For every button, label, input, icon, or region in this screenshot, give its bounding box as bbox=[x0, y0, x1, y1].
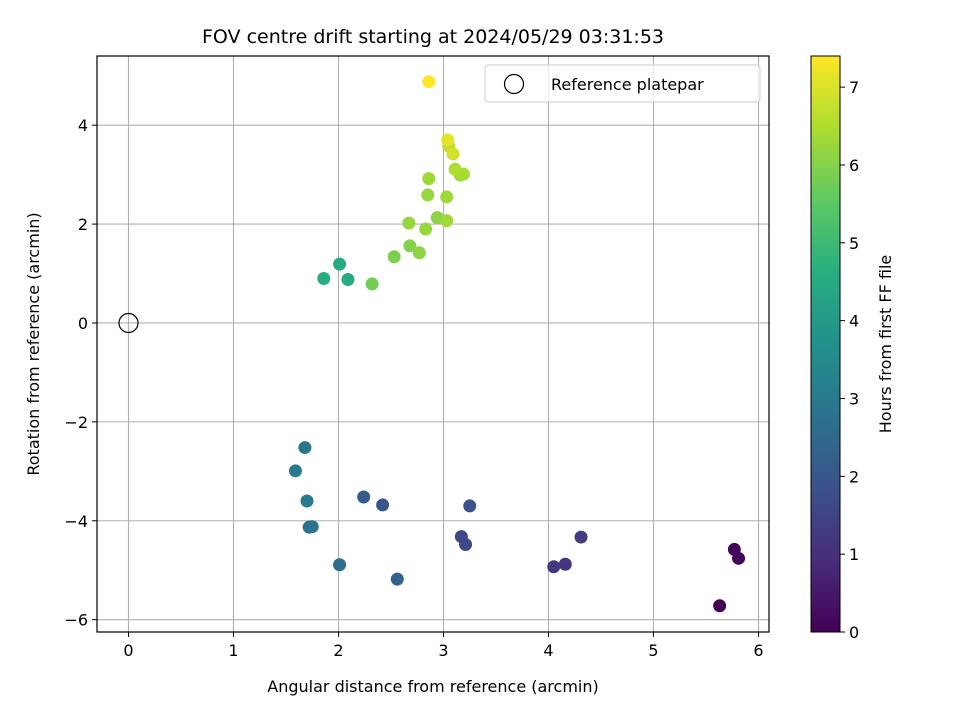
colorbar-tick-label: 5 bbox=[849, 234, 859, 253]
x-tick-label: 5 bbox=[648, 641, 658, 660]
x-axis-label: Angular distance from reference (arcmin) bbox=[267, 677, 598, 696]
data-point bbox=[365, 277, 379, 291]
data-point bbox=[448, 162, 462, 176]
colorbar-gradient bbox=[810, 55, 841, 633]
data-point bbox=[713, 599, 727, 613]
y-tick-label: 4 bbox=[78, 116, 88, 135]
data-point bbox=[446, 147, 460, 161]
colorbar-label: Hours from first FF file bbox=[876, 255, 895, 434]
plot-frame bbox=[96, 55, 770, 633]
colorbar-tick-label: 3 bbox=[849, 389, 859, 408]
data-point bbox=[419, 222, 433, 236]
data-point bbox=[422, 172, 436, 186]
x-tick-label: 3 bbox=[438, 641, 448, 660]
y-tick-label: 0 bbox=[78, 314, 88, 333]
colorbar-tick-label: 0 bbox=[849, 623, 859, 642]
data-point bbox=[300, 494, 314, 508]
data-point bbox=[387, 250, 401, 264]
colorbar-tick-label: 2 bbox=[849, 467, 859, 486]
legend: Reference platepar bbox=[484, 64, 761, 103]
data-point bbox=[403, 239, 417, 253]
data-point bbox=[288, 464, 302, 478]
data-point bbox=[298, 441, 312, 455]
colorbar-tick-label: 1 bbox=[849, 545, 859, 564]
x-tick-label: 0 bbox=[123, 641, 133, 660]
scatter-points bbox=[118, 75, 746, 613]
data-point bbox=[317, 271, 331, 285]
x-tick-label: 4 bbox=[543, 641, 553, 660]
axis-ticks: 0 1 2 3 4 5 6 −6 −4 −2 0 2 4 bbox=[64, 116, 763, 660]
data-point bbox=[333, 257, 347, 271]
y-tick-label: −2 bbox=[64, 413, 88, 432]
colorbar: 0 1 2 3 4 5 6 7 Hours from first FF file bbox=[810, 55, 895, 642]
colorbar-tick-label: 7 bbox=[849, 78, 859, 97]
colorbar-ticks: 0 1 2 3 4 5 6 7 bbox=[840, 78, 859, 642]
data-point bbox=[463, 499, 477, 513]
x-tick-label: 1 bbox=[228, 641, 238, 660]
data-point bbox=[440, 214, 454, 228]
colorbar-tick-label: 6 bbox=[849, 156, 859, 175]
data-point bbox=[390, 572, 404, 586]
data-point bbox=[459, 537, 473, 551]
y-tick-label: 2 bbox=[78, 215, 88, 234]
data-point bbox=[402, 216, 416, 230]
data-point bbox=[421, 188, 435, 202]
data-point bbox=[547, 560, 561, 574]
data-point bbox=[440, 190, 454, 204]
legend-entry-reference: Reference platepar bbox=[551, 75, 704, 94]
reference-point bbox=[118, 312, 139, 334]
data-point bbox=[376, 498, 390, 512]
data-point bbox=[574, 530, 588, 544]
chart-title: FOV centre drift starting at 2024/05/29 … bbox=[202, 26, 664, 48]
data-point bbox=[558, 557, 572, 571]
x-tick-label: 2 bbox=[333, 641, 343, 660]
data-point bbox=[333, 558, 347, 572]
colorbar-tick-label: 4 bbox=[849, 312, 859, 331]
data-point bbox=[412, 246, 426, 260]
data-point bbox=[357, 490, 371, 504]
data-point bbox=[302, 520, 316, 534]
y-tick-label: −6 bbox=[64, 611, 88, 630]
data-point bbox=[422, 75, 436, 89]
y-tick-label: −4 bbox=[64, 512, 88, 531]
data-point bbox=[732, 551, 746, 565]
data-point bbox=[441, 133, 455, 147]
x-tick-label: 6 bbox=[753, 641, 763, 660]
data-point bbox=[341, 272, 355, 286]
grid-lines bbox=[97, 56, 769, 632]
y-axis-label: Rotation from reference (arcmin) bbox=[24, 212, 43, 475]
legend-marker-reference bbox=[503, 73, 525, 95]
legend-box bbox=[484, 64, 761, 103]
